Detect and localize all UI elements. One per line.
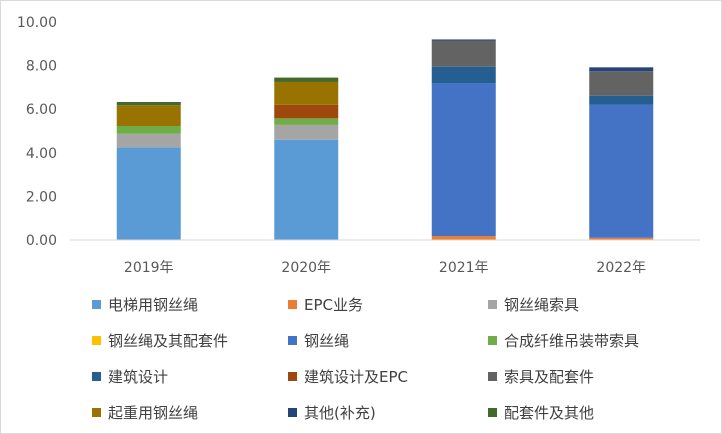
- legend-swatch: [488, 407, 497, 417]
- legend-swatch: [488, 335, 497, 345]
- bar-segment: [116, 105, 181, 126]
- legend-swatch: [92, 407, 101, 417]
- y-tick-label: 8.00: [26, 59, 57, 75]
- legend-item: 其他(补充): [288, 400, 488, 424]
- legend-swatch: [288, 407, 297, 417]
- bar-segment: [589, 104, 654, 238]
- legend-label: 钢丝绳及其配套件: [108, 331, 229, 350]
- legend-label: 其他(补充): [304, 403, 376, 422]
- legend-label: 建筑设计及EPC: [304, 367, 408, 386]
- bar-segment: [274, 118, 339, 125]
- bar-segment: [589, 71, 654, 96]
- legend-item: 配套件及其他: [488, 400, 692, 424]
- legend-swatch: [288, 335, 297, 345]
- y-tick-label: 2.00: [26, 189, 57, 205]
- legend-swatch: [92, 335, 101, 345]
- x-tick-label: 2020年: [281, 260, 331, 276]
- bar-segment: [589, 95, 654, 105]
- bar-segment: [274, 139, 339, 240]
- bar-segment: [431, 39, 496, 41]
- x-tick-label: 2019年: [124, 260, 174, 276]
- legend-swatch: [488, 299, 497, 309]
- legend-item: 钢丝绳索具: [488, 292, 692, 316]
- legend-swatch: [92, 299, 101, 309]
- legend-item: 钢丝绳: [288, 328, 488, 352]
- legend-label: 建筑设计: [108, 367, 169, 386]
- legend-label: 电梯用钢丝绳: [108, 295, 199, 314]
- bar-segment: [116, 102, 181, 106]
- legend-swatch: [288, 371, 297, 381]
- bar-segment: [431, 83, 496, 237]
- bar-segment: [589, 67, 654, 72]
- bar-segment: [274, 81, 339, 105]
- legend-label: 钢丝绳索具: [504, 295, 580, 314]
- x-tick-label: 2022年: [596, 260, 646, 276]
- bar-segment: [274, 77, 339, 82]
- y-tick-label: 10.00: [17, 15, 57, 31]
- legend-item: 索具及配套件: [488, 364, 692, 388]
- bar-segment: [431, 66, 496, 84]
- bar-segment: [116, 133, 181, 148]
- legend-swatch: [288, 299, 297, 309]
- stacked-bar-chart: 0.00 2.00 4.00 6.00 8.00 10.00 2019年 2020年 2021…: [17, 15, 700, 276]
- legend-item: 建筑设计: [92, 364, 288, 388]
- legend-item: 钢丝绳及其配套件: [92, 328, 288, 352]
- legend-item: 合成纤维吊装带索具: [488, 328, 692, 352]
- legend-label: 起重用钢丝绳: [108, 403, 199, 422]
- legend-item: 起重用钢丝绳: [92, 400, 288, 424]
- bar-segment: [274, 124, 339, 140]
- bar-segment: [116, 147, 181, 240]
- legend-item: 建筑设计及EPC: [288, 364, 488, 388]
- legend-label: 配套件及其他: [504, 403, 595, 422]
- legend-item: 电梯用钢丝绳: [92, 292, 288, 316]
- legend-item: EPC业务: [288, 292, 488, 316]
- bar-segment: [431, 236, 496, 240]
- legend-label: 索具及配套件: [504, 367, 595, 386]
- bar-segment: [116, 125, 181, 134]
- legend-label: 钢丝绳: [304, 331, 350, 350]
- y-tick-label: 6.00: [26, 102, 57, 118]
- legend-swatch: [92, 371, 101, 381]
- bar-stacks: [116, 39, 654, 240]
- legend-label: 合成纤维吊装带索具: [504, 331, 640, 350]
- bar-segment: [431, 40, 496, 67]
- legend-swatch: [488, 371, 497, 381]
- bar-segment: [274, 104, 339, 119]
- y-tick-label: 4.00: [26, 146, 57, 162]
- legend-label: EPC业务: [304, 295, 363, 314]
- x-axis-ticks: 2019年 2020年 2021年 2022年: [124, 260, 646, 276]
- x-tick-label: 2021年: [439, 260, 489, 276]
- y-tick-label: 0.00: [26, 233, 57, 249]
- bar-segment: [589, 237, 654, 240]
- chart-legend: 电梯用钢丝绳 EPC业务 钢丝绳索具钢丝绳及其配套件 钢丝绳 合成纤维吊装带索具建筑设计…: [92, 292, 692, 424]
- y-axis-ticks: 0.00 2.00 4.00 6.00 8.00 10.00: [17, 15, 57, 249]
